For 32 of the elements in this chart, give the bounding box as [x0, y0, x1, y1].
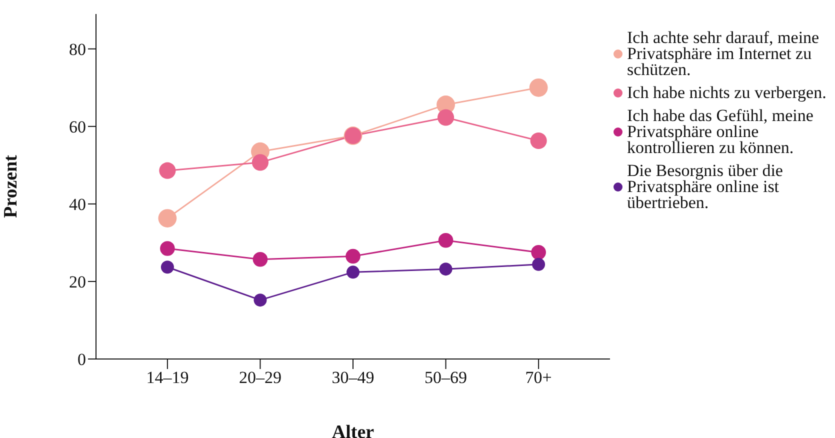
- legend-label: Ich habe das Gefühl, meine Privatsphäre online kontrollieren zu können.: [627, 106, 814, 157]
- point: [346, 266, 360, 279]
- x-tick-label: 70+: [525, 368, 552, 388]
- y-tick-label: 80: [69, 40, 86, 59]
- legend-label: Die Besorgnis über die Privatsphäre online ist übertrieben.: [627, 161, 784, 212]
- point: [437, 109, 454, 126]
- y-tick-label: 0: [78, 350, 86, 370]
- point: [346, 248, 360, 264]
- y-tick-label: 60: [69, 117, 86, 136]
- legend-label: Ich achte sehr darauf, meine Privatsphäre im Internet zu schützen.: [627, 28, 820, 79]
- point: [531, 245, 546, 260]
- x-axis-title: Alter: [332, 422, 375, 438]
- point: [532, 258, 546, 271]
- point: [160, 241, 175, 256]
- point: [529, 78, 548, 97]
- point: [438, 232, 454, 248]
- point: [160, 260, 174, 274]
- y-tick-label: 40: [69, 194, 86, 214]
- y-tick-label: 20: [69, 272, 86, 292]
- x-tick-label: 50–69: [424, 368, 468, 388]
- point: [530, 132, 547, 150]
- point: [252, 252, 268, 267]
- y-axis-title: Prozent: [0, 154, 22, 218]
- point: [439, 262, 452, 276]
- x-tick-label: 14–19: [146, 368, 189, 388]
- point: [254, 294, 267, 307]
- point: [252, 154, 269, 171]
- point: [158, 209, 177, 228]
- legend-label: Ich habe nichts zu verbergen.: [627, 83, 826, 102]
- x-tick-label: 20–29: [238, 368, 282, 388]
- x-tick-label: 30–49: [332, 368, 374, 388]
- point: [159, 162, 176, 179]
